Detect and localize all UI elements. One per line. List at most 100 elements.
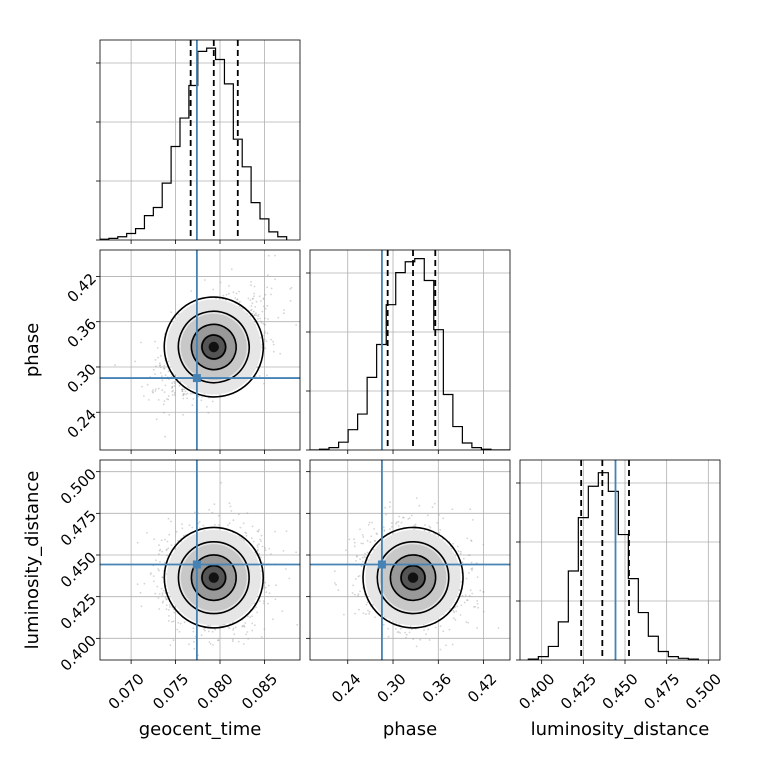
sample-point (397, 631, 400, 633)
sample-point (433, 502, 436, 505)
sample-point (476, 576, 479, 578)
sample-point (473, 606, 475, 608)
sample-point (391, 526, 393, 528)
sample-point (161, 550, 164, 553)
sample-point (162, 600, 165, 603)
sample-point (415, 645, 418, 648)
sample-point (251, 297, 254, 300)
sample-point (152, 391, 154, 394)
sample-point (157, 568, 160, 570)
sample-point (289, 288, 292, 290)
sample-point (171, 620, 173, 623)
sample-point (230, 510, 233, 512)
sample-point (395, 627, 397, 630)
sample-point (173, 385, 176, 387)
sample-point (289, 300, 292, 302)
sample-point (256, 546, 259, 548)
sample-point (357, 575, 360, 578)
sample-point (197, 512, 200, 515)
contour-1 (376, 540, 450, 615)
sample-point (295, 324, 297, 326)
sample-point (242, 522, 245, 525)
sample-point (246, 512, 249, 514)
sample-point (168, 413, 171, 416)
sample-point (232, 519, 235, 522)
sample-point (212, 644, 214, 646)
sample-point (282, 312, 285, 315)
sample-point (157, 399, 160, 401)
sample-point (255, 312, 257, 314)
sample-point (374, 540, 376, 542)
sample-point (169, 644, 172, 646)
sample-point (360, 542, 363, 545)
truth-marker (377, 560, 386, 569)
contour-0 (362, 526, 464, 629)
sample-point (367, 559, 369, 561)
sample-point (157, 597, 160, 599)
sample-point (482, 610, 485, 613)
sample-point (181, 390, 184, 393)
sample-point (238, 290, 241, 293)
sample-point (260, 320, 262, 323)
sample-point (263, 323, 266, 326)
sample-point (462, 557, 465, 560)
sample-point (155, 388, 157, 390)
sample-point (434, 533, 437, 536)
sample-point (389, 501, 391, 504)
truth-marker (192, 374, 201, 383)
sample-point (445, 644, 447, 647)
sample-point (252, 297, 254, 300)
sample-point (412, 638, 415, 640)
sample-point (474, 605, 477, 608)
sample-point (140, 341, 142, 344)
sample-point (214, 523, 216, 526)
x-axis-label-phase: phase (383, 719, 437, 740)
sample-point (250, 308, 253, 311)
sample-point (431, 506, 434, 508)
sample-point (270, 293, 272, 296)
sample-point (400, 627, 402, 630)
sample-point (170, 544, 173, 546)
sample-point (193, 511, 196, 514)
sample-point (482, 590, 485, 593)
sample-point (361, 534, 364, 536)
sample-point (136, 541, 139, 544)
sample-point (181, 388, 184, 391)
sample-point (153, 538, 156, 541)
contour-3 (201, 564, 227, 591)
sample-point (186, 392, 189, 395)
sample-point (167, 620, 170, 622)
sample-point (192, 627, 195, 630)
sample-point (459, 614, 462, 616)
sample-point (182, 397, 185, 400)
sample-point (482, 543, 485, 546)
sample-point (414, 523, 417, 526)
sample-point (264, 547, 266, 549)
panel-content (100, 250, 300, 450)
sample-point (246, 631, 249, 633)
sample-point (266, 274, 269, 277)
sample-point (172, 620, 175, 623)
panel-frame (99, 459, 301, 661)
sample-point (188, 524, 191, 527)
sample-point (263, 628, 266, 630)
sample-point (160, 375, 163, 377)
sample-point (411, 628, 413, 631)
sample-point (171, 390, 174, 393)
sample-point (157, 387, 160, 390)
contour-0 (163, 526, 265, 629)
sample-point (367, 523, 370, 526)
sample-point (171, 385, 174, 388)
sample-point (211, 511, 214, 514)
sample-point (466, 599, 469, 601)
sample-point (258, 552, 261, 555)
sample-point (461, 594, 464, 597)
sample-point (179, 622, 182, 625)
sample-point (141, 385, 143, 388)
sample-point (234, 297, 237, 299)
sample-point (214, 628, 217, 631)
sample-point (375, 532, 378, 535)
sample-point (257, 318, 259, 320)
sample-point (260, 540, 262, 542)
